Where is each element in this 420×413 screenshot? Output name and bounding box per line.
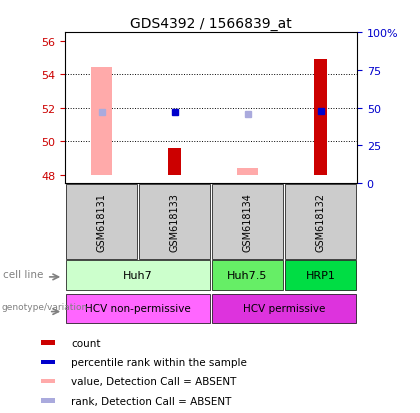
Bar [66, 261, 210, 291]
Bar [285, 261, 356, 291]
Text: cell line: cell line [3, 269, 44, 279]
Bar [168, 149, 181, 176]
Text: GSM618133: GSM618133 [170, 192, 180, 252]
Bar [237, 169, 258, 176]
Text: count: count [71, 338, 101, 348]
Bar [66, 294, 210, 324]
Text: rank, Detection Call = ABSENT: rank, Detection Call = ABSENT [71, 396, 232, 406]
Bar [314, 60, 327, 176]
Bar [41, 360, 55, 364]
Text: HCV non-permissive: HCV non-permissive [85, 304, 191, 314]
Bar [92, 68, 112, 176]
Title: GDS4392 / 1566839_at: GDS4392 / 1566839_at [130, 17, 292, 31]
Text: Huh7.5: Huh7.5 [227, 271, 268, 281]
Text: HRP1: HRP1 [306, 271, 336, 281]
Bar [41, 341, 55, 345]
Text: HCV permissive: HCV permissive [243, 304, 325, 314]
Bar [66, 185, 137, 259]
Text: percentile rank within the sample: percentile rank within the sample [71, 357, 247, 367]
Text: genotype/variation: genotype/variation [2, 303, 88, 312]
Bar [212, 294, 356, 324]
Text: GSM618134: GSM618134 [242, 192, 252, 252]
Bar [139, 185, 210, 259]
Bar [285, 185, 356, 259]
Bar [212, 185, 284, 259]
Text: GSM618131: GSM618131 [97, 192, 107, 252]
Text: Huh7: Huh7 [123, 271, 153, 281]
Bar [41, 399, 55, 403]
Text: GSM618132: GSM618132 [315, 192, 326, 252]
Text: value, Detection Call = ABSENT: value, Detection Call = ABSENT [71, 376, 237, 386]
Bar [212, 261, 284, 291]
Bar [41, 379, 55, 383]
